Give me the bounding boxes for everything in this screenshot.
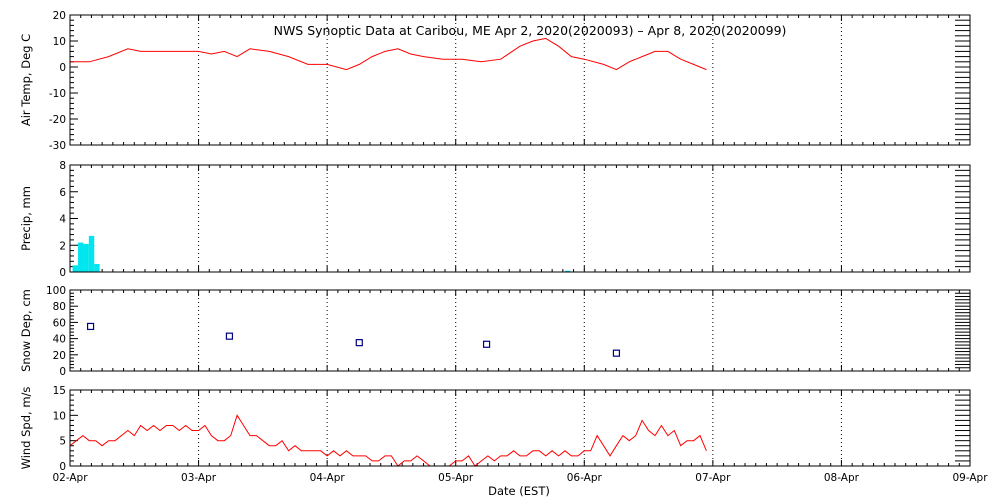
x-tick-label: 03-Apr bbox=[181, 472, 217, 484]
snow-depth-frame bbox=[69, 289, 971, 372]
snow-depth-point bbox=[482, 340, 491, 348]
x-tick-label: 09-Apr bbox=[952, 472, 988, 484]
precip-y-tick-label: 4 bbox=[59, 214, 66, 226]
air-temp-y-tick-label: -30 bbox=[49, 140, 66, 152]
x-tick-label: 05-Apr bbox=[438, 472, 474, 484]
snow-depth-point bbox=[86, 322, 95, 331]
precip-panel: 0 2 4 6 8 Precip, mm bbox=[19, 160, 971, 279]
x-tick-label: 04-Apr bbox=[310, 472, 346, 484]
air-temp-y-axis-label: Air Temp, Deg C bbox=[19, 34, 33, 126]
x-tick-label: 07-Apr bbox=[695, 472, 731, 484]
wind-speed-frame bbox=[69, 389, 971, 467]
precip-frame bbox=[69, 164, 971, 273]
wind-speed-y-tick-label: 0 bbox=[59, 461, 66, 473]
precip-bar bbox=[88, 235, 95, 272]
x-axis-label: Date (EST) bbox=[488, 484, 550, 498]
precip-bar bbox=[78, 242, 84, 272]
chart-panels: -30 -20 -10 0 10 20 Air Temp, Deg C 0 2 4 6 8 Precip… bbox=[19, 10, 988, 484]
wind-speed-y-tick-label: 15 bbox=[53, 385, 66, 397]
snow-depth-point bbox=[355, 339, 363, 347]
precip-bar bbox=[83, 243, 89, 272]
snow-depth-y-tick-label: 100 bbox=[46, 285, 66, 297]
air-temp-y-tick-label: -10 bbox=[49, 88, 66, 100]
chart-title: NWS Synoptic Data at Caribou, ME Apr 2, … bbox=[274, 23, 787, 38]
air-temp-y-tick-label: 20 bbox=[53, 10, 66, 22]
precip-y-tick-label: 0 bbox=[59, 267, 66, 279]
snow-depth-y-tick-label: 60 bbox=[53, 317, 66, 329]
precip-y-tick-label: 8 bbox=[59, 160, 66, 172]
wind-speed-y-axis-label: Wind Spd, m/s bbox=[19, 387, 33, 470]
wind-speed-panel: 0 5 10 15 Wind Spd, m/s bbox=[19, 385, 971, 473]
snow-depth-y-tick-label: 20 bbox=[53, 350, 66, 362]
precip-bar bbox=[565, 270, 571, 272]
air-temp-y-tick-label: 0 bbox=[59, 62, 66, 74]
air-temp-y-tick-label: 10 bbox=[53, 36, 66, 48]
snow-depth-y-tick-label: 0 bbox=[59, 366, 66, 378]
wind-speed-y-tick-label: 10 bbox=[53, 410, 66, 422]
wind-speed-y-tick-label: 5 bbox=[59, 436, 66, 448]
air-temp-y-tick-label: -20 bbox=[49, 114, 66, 126]
x-tick-label: 08-Apr bbox=[824, 472, 860, 484]
precip-bar bbox=[72, 265, 78, 272]
precip-y-tick-label: 2 bbox=[59, 240, 66, 252]
snow-depth-y-axis-label: Snow Dep, cm bbox=[19, 289, 33, 372]
air-temp-series-line bbox=[70, 37, 707, 71]
wind-speed-series-line bbox=[69, 414, 707, 467]
snow-depth-y-tick-label: 80 bbox=[53, 301, 66, 313]
snow-depth-y-tick-label: 40 bbox=[53, 334, 66, 346]
x-tick-label: 06-Apr bbox=[567, 472, 603, 484]
air-temp-panel: -30 -20 -10 0 10 20 Air Temp, Deg C bbox=[19, 10, 971, 152]
snow-depth-point bbox=[225, 332, 234, 340]
air-temp-frame bbox=[69, 14, 971, 146]
snow-depth-panel: 0 20 40 60 80 100 Snow Dep, cm bbox=[19, 285, 971, 378]
precip-y-tick-label: 6 bbox=[59, 187, 66, 199]
precip-bar bbox=[94, 263, 100, 272]
precip-y-axis-label: Precip, mm bbox=[19, 186, 33, 251]
snow-depth-point bbox=[612, 349, 621, 357]
x-tick-label: 02-Apr bbox=[52, 472, 88, 484]
